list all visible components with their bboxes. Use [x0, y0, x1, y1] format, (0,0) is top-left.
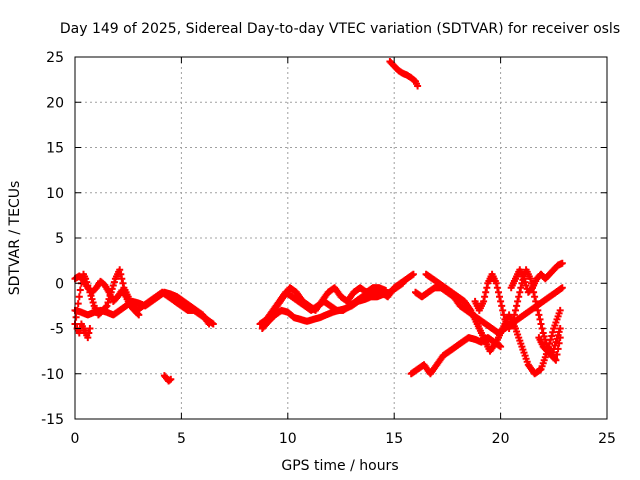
data-point [399, 279, 407, 287]
y-axis-label: SDTVAR / TECUs [7, 181, 23, 296]
data-point [500, 311, 508, 319]
data-point [532, 297, 540, 305]
data-point [72, 313, 80, 321]
x-tick-label: 10 [279, 431, 297, 447]
data-point [76, 286, 84, 294]
data-point [74, 300, 82, 308]
y-tick-label: 25 [46, 50, 64, 66]
y-tick-label: 0 [55, 276, 64, 292]
data-point [555, 328, 563, 336]
y-tick-label: 10 [46, 186, 64, 202]
data-point [540, 332, 548, 340]
data-point [86, 325, 94, 332]
series-track-o [535, 325, 564, 360]
data-point [496, 293, 503, 301]
y-tick-label: 15 [46, 141, 64, 157]
data-point [497, 297, 505, 305]
data-point [538, 325, 546, 332]
chart-title: Day 149 of 2025, Sidereal Day-to-day VTE… [60, 21, 620, 37]
data-point [85, 329, 93, 337]
data-point [493, 284, 501, 292]
data-point [482, 288, 490, 296]
data-point [109, 282, 117, 289]
series-track-m [471, 266, 564, 364]
series-track-c [71, 288, 213, 328]
data-point [492, 279, 500, 287]
x-tick-label: 15 [385, 431, 403, 447]
data-point [535, 311, 543, 319]
data-point [534, 306, 542, 314]
data-point [510, 311, 518, 319]
data-point [382, 287, 390, 294]
data-point [522, 282, 530, 289]
data-point [135, 311, 143, 319]
x-tick-label: 20 [492, 431, 510, 447]
data-point [550, 345, 558, 353]
y-tick-label: 5 [55, 231, 64, 247]
axis-ticks [74, 56, 608, 420]
data-point [553, 335, 561, 343]
x-tick-label: 5 [177, 431, 186, 447]
data-point [558, 284, 566, 292]
x-tick-labels: 0 5 10 15 20 25 [71, 431, 616, 447]
data-point [116, 266, 124, 274]
data-point [118, 275, 126, 283]
data-point [103, 302, 111, 310]
data-point [499, 306, 507, 314]
data-point [520, 275, 528, 283]
data-point [414, 82, 422, 90]
data-point [167, 375, 175, 383]
series-track-n [507, 259, 566, 296]
data-point [531, 293, 539, 301]
data-point [552, 338, 560, 346]
data-point [537, 320, 545, 328]
series-track-g [258, 279, 407, 332]
data-point [75, 293, 83, 301]
series-track-j [407, 334, 505, 378]
series-track-e [160, 372, 175, 385]
data-point [205, 320, 213, 328]
y-tick-label: 20 [46, 95, 64, 111]
grid-lines [75, 57, 607, 419]
data-point [497, 343, 505, 351]
data-point [549, 328, 557, 336]
data-point [409, 270, 417, 278]
data-point [558, 259, 566, 267]
data-point [88, 295, 96, 303]
data-point [556, 325, 564, 332]
data-point [552, 356, 560, 364]
data-point [556, 306, 564, 314]
x-axis-label: GPS time / hours [281, 458, 398, 474]
y-tick-label: -10 [41, 367, 64, 383]
y-tick-label: -15 [41, 412, 64, 428]
data-point [526, 275, 534, 283]
data-points [71, 58, 566, 385]
series-track-a [71, 266, 217, 328]
y-tick-label: -5 [50, 322, 64, 338]
data-point [89, 299, 97, 306]
data-point [515, 293, 523, 301]
x-tick-label: 0 [71, 431, 80, 447]
data-point [553, 351, 561, 358]
data-point [514, 297, 522, 305]
y-tick-labels: -15 -10 -5 0 5 10 15 20 25 [41, 50, 64, 428]
series-track-h [267, 284, 390, 319]
series-track-l [422, 270, 564, 378]
data-point [549, 348, 557, 356]
series-track-i [386, 58, 422, 90]
data-point [517, 284, 525, 292]
x-tick-label: 25 [598, 431, 616, 447]
data-point [512, 306, 519, 314]
data-point [481, 293, 489, 301]
